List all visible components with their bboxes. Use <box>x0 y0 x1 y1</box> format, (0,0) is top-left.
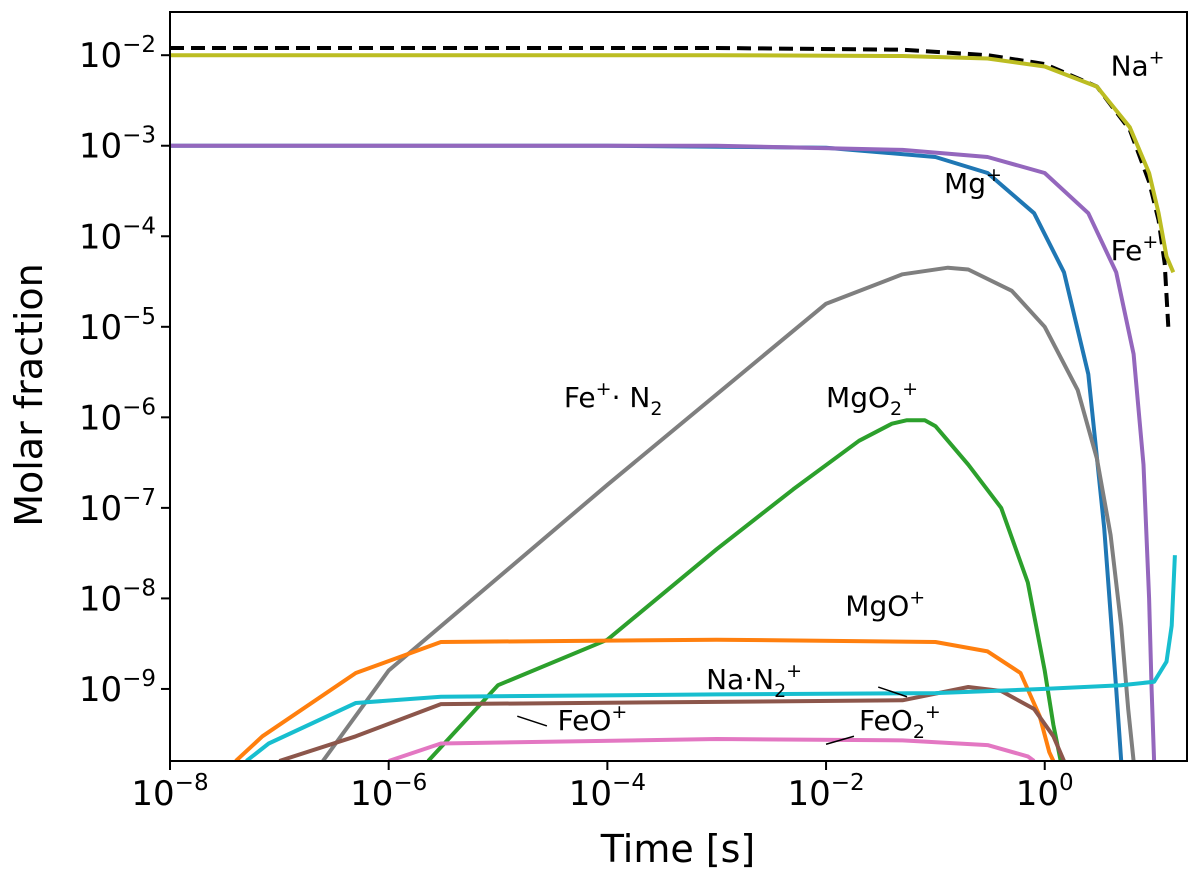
x-tick-label: 10−2 <box>787 770 864 814</box>
x-axis-title: Time [s] <box>600 827 756 871</box>
series-line-fe- <box>170 143 1157 761</box>
series-label-layer: Na+ Mg+ Fe+ Fe+· N2 MgO2+ MgO+ Na·N2+ FeO+ FeO2+ <box>517 46 1165 745</box>
y-tick-label: 10−5 <box>79 304 156 348</box>
series-label-fe-n2: Fe+· N2 <box>564 378 663 420</box>
x-tick-label: 10−4 <box>569 770 646 814</box>
series-label-feo-: FeO+ <box>558 701 628 737</box>
series-label-feo--leader <box>517 715 548 727</box>
series-label-na-n2--leader <box>877 686 908 698</box>
x-tick-label: 100 <box>1016 770 1074 814</box>
x-axis-ticks: 10−8 10−6 10−4 10−2 100 <box>131 761 1074 814</box>
y-tick-label: 10−9 <box>79 666 156 710</box>
x-tick-label: 10−8 <box>131 770 208 814</box>
series-label-mgo-: MgO+ <box>845 586 925 622</box>
plot-frame <box>169 11 1188 762</box>
series-line-na-n2- <box>245 555 1177 761</box>
series-line-fe-n2 <box>321 265 1136 761</box>
series-label-feo2--leader <box>825 735 855 745</box>
x-tick-label: 10−6 <box>350 770 427 814</box>
series-label-na-: Na+ <box>1111 46 1165 82</box>
series-line-mgo- <box>234 637 1056 761</box>
series-line-mgo2- <box>426 418 1063 761</box>
y-tick-label: 10−7 <box>79 485 156 529</box>
series-label-mg-: Mg+ <box>944 164 1002 200</box>
y-tick-label: 10−6 <box>79 394 156 438</box>
y-axis-title: Molar fraction <box>7 263 51 527</box>
series-label-feo2-: FeO2+ <box>859 701 941 743</box>
y-tick-label: 10−8 <box>79 575 156 619</box>
y-tick-label: 10−4 <box>79 213 156 257</box>
series-label-na-n2-: Na·N2+ <box>706 660 802 702</box>
series-label-fe-: Fe+ <box>1111 231 1159 267</box>
y-tick-label: 10−3 <box>79 123 156 167</box>
y-tick-label: 10−2 <box>79 32 156 76</box>
series-layer <box>170 46 1177 761</box>
series-label-mgo2-: MgO2+ <box>826 378 918 420</box>
series-line-feo2- <box>388 737 1036 761</box>
series-line-total <box>170 46 1171 327</box>
series-line-na- <box>170 53 1176 274</box>
y-axis-ticks: 10−2 10−3 10−4 10−5 10−6 10−7 10−8 10−9 <box>79 32 170 710</box>
